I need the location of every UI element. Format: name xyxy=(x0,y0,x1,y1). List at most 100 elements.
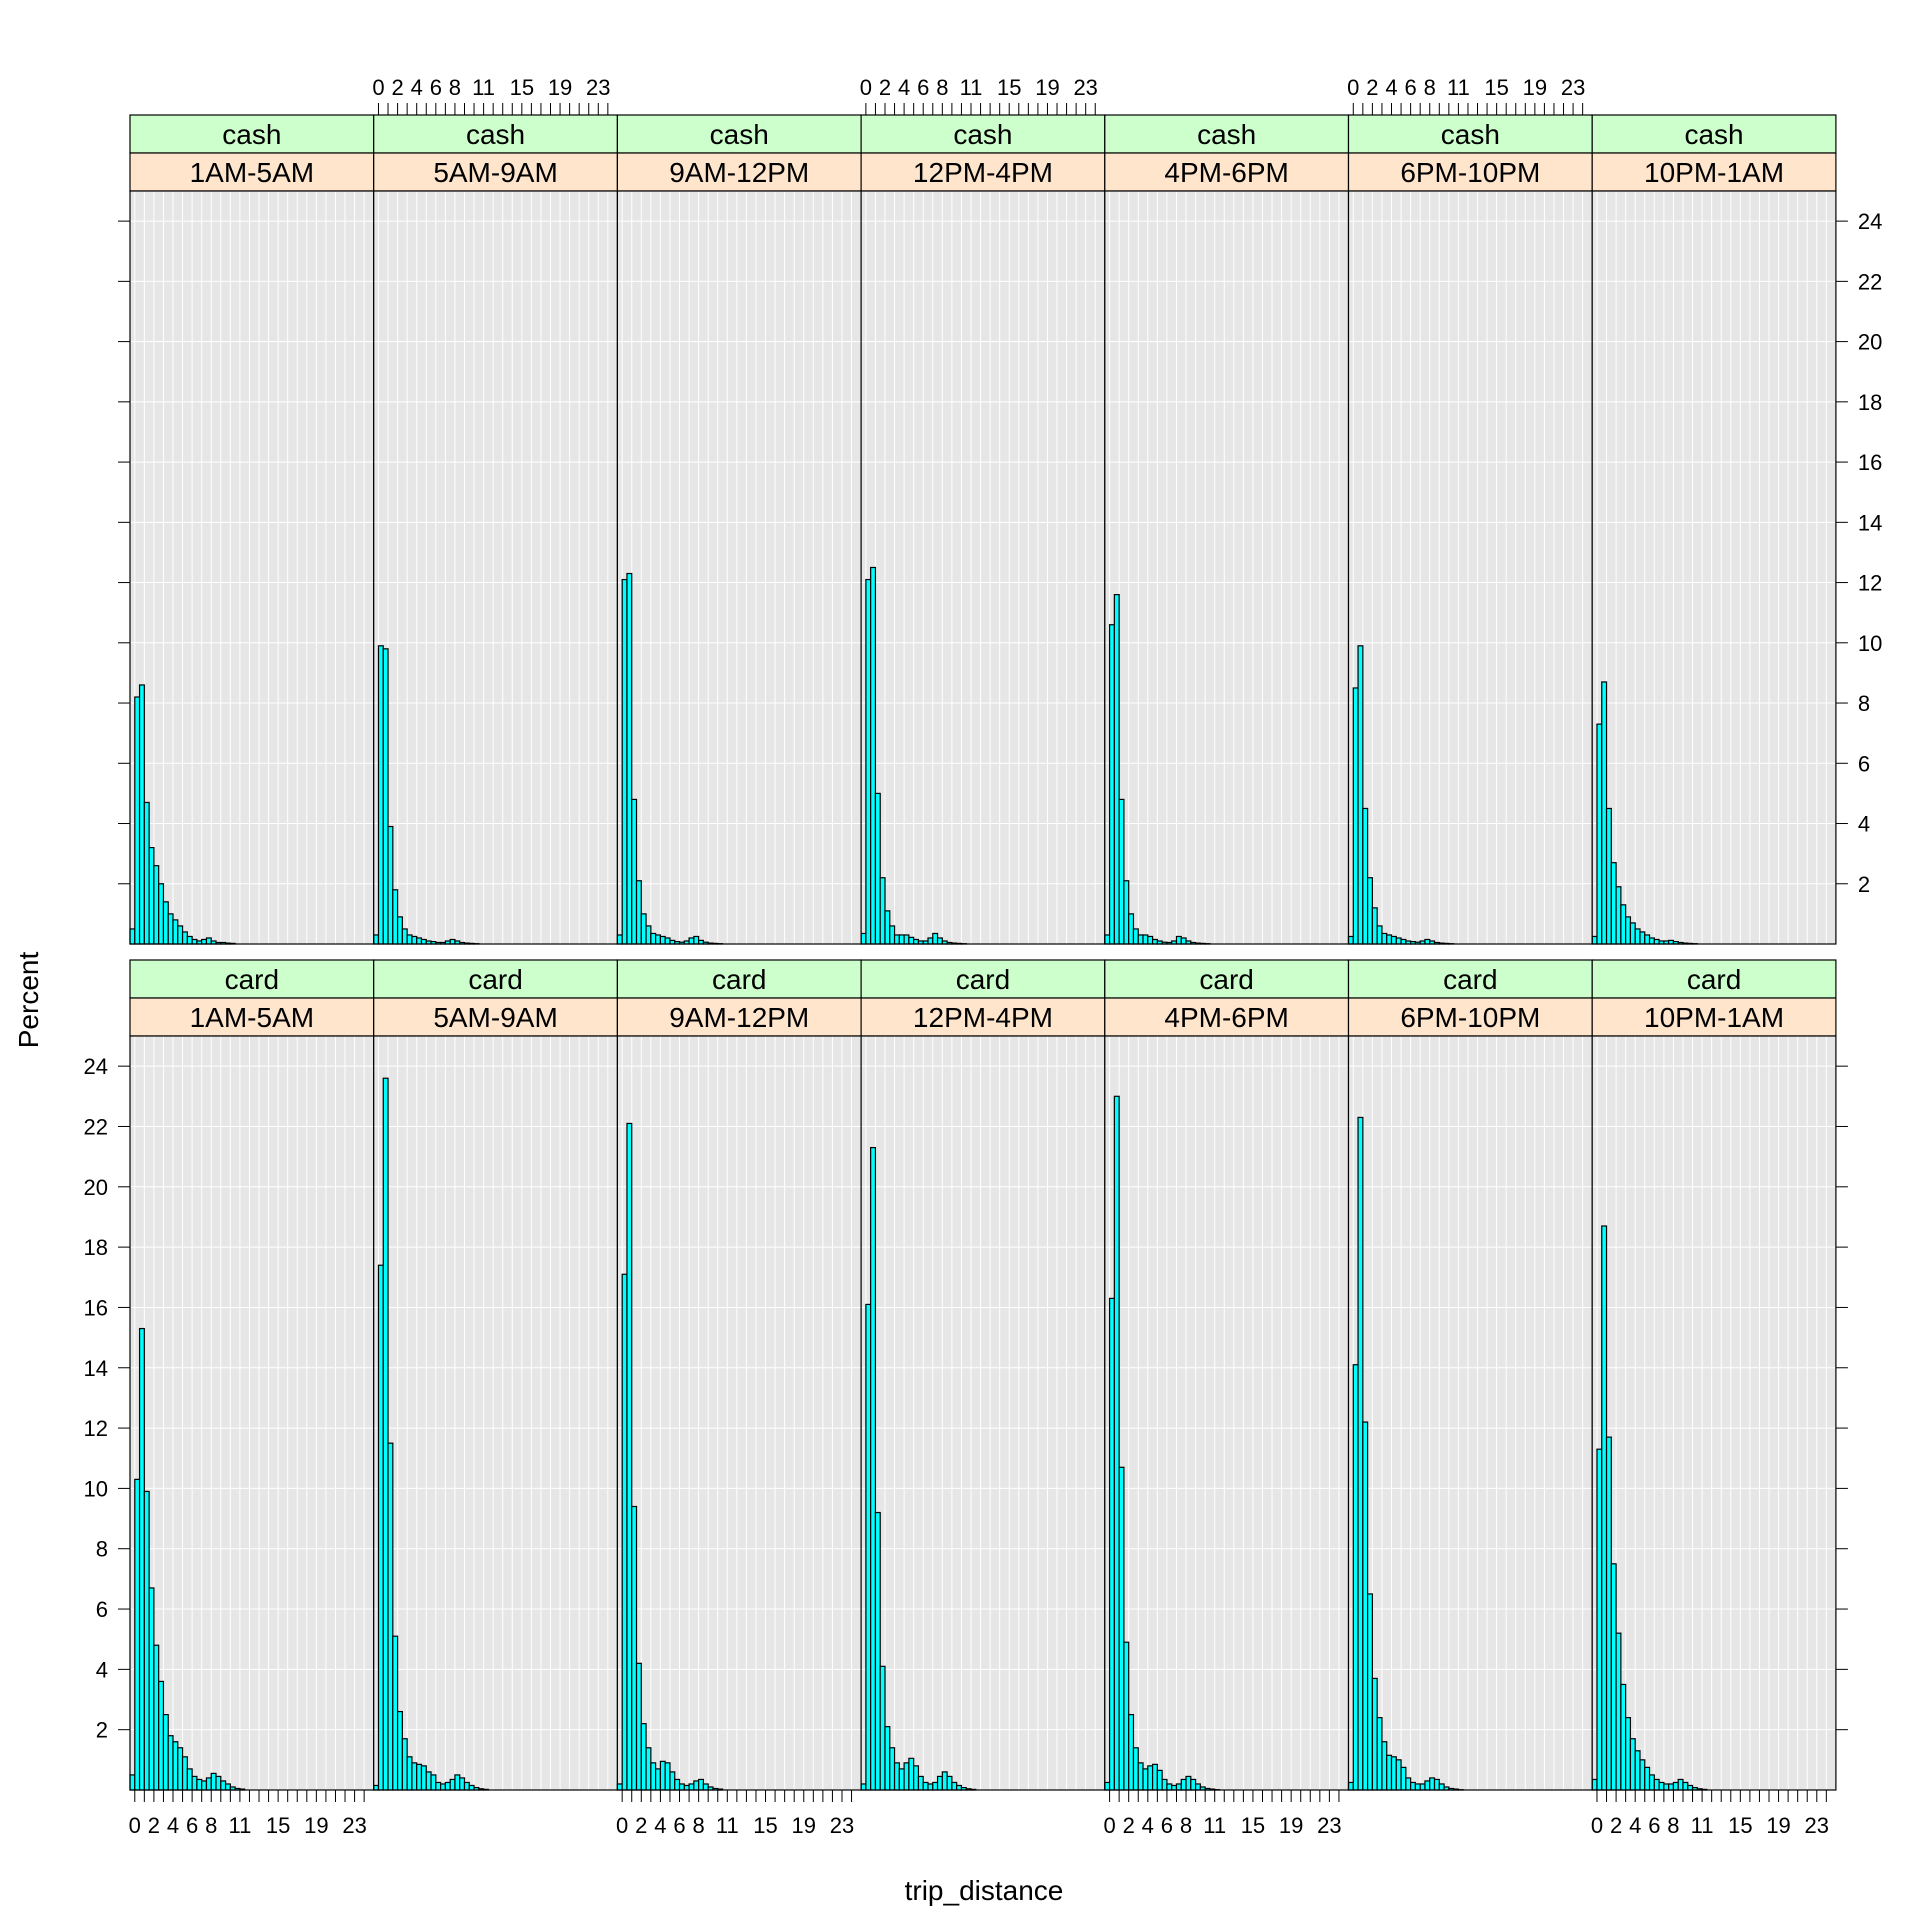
histogram-bar xyxy=(1620,1683,1627,1791)
histogram-bar xyxy=(1386,1754,1393,1791)
panel-card-10pm-1am: card 10PM-1AM xyxy=(1591,959,1837,1791)
histogram-bar xyxy=(884,910,891,945)
histogram-bar xyxy=(626,572,633,945)
panel-grid xyxy=(130,1036,374,1790)
strip-payment-card-6pm-10pm xyxy=(1347,959,1593,999)
y-tick-label: 2 xyxy=(96,1718,108,1743)
strip-time-label: 12PM-4PM xyxy=(913,157,1053,188)
x-tick-label: 6 xyxy=(430,75,442,100)
histogram-bar xyxy=(621,578,628,945)
histogram-bar xyxy=(626,1122,633,1791)
x-tick-label: 4 xyxy=(1385,75,1397,100)
bottom-x-axis xyxy=(1596,1790,1827,1802)
histogram-bar xyxy=(1128,1713,1135,1791)
histogram-bar xyxy=(1591,1778,1598,1791)
panel-background xyxy=(861,191,1105,944)
strip-payment-card-12pm-4pm xyxy=(860,959,1106,999)
histogram-bar xyxy=(941,1771,948,1791)
histogram-bar xyxy=(1629,922,1636,945)
histogram-bar xyxy=(1132,928,1139,945)
y-tick-label: 20 xyxy=(1858,330,1882,355)
histogram-bar xyxy=(1610,1563,1617,1791)
histogram-bar xyxy=(416,1763,423,1791)
x-tick-label: 23 xyxy=(586,75,610,100)
histogram-bar xyxy=(932,1781,939,1791)
histogram-bar xyxy=(1147,935,1154,945)
strip-time-cash-6pm-10pm xyxy=(1347,152,1593,192)
strip-payment-label: card xyxy=(1199,964,1253,995)
x-tick-label: 15 xyxy=(1728,1813,1752,1838)
histogram-bar xyxy=(1108,1297,1115,1791)
strip-time-label: 9AM-12PM xyxy=(669,157,809,188)
histogram-bar xyxy=(215,1775,222,1791)
histogram-bar xyxy=(870,1146,877,1791)
histogram-bar xyxy=(430,1774,437,1791)
histogram-bar xyxy=(645,925,652,945)
histogram-bar xyxy=(1639,1759,1646,1791)
histogram-bar xyxy=(1137,934,1144,945)
histogram-bar xyxy=(870,566,877,945)
panel-background xyxy=(861,1036,1105,1790)
histogram-bar xyxy=(1367,1593,1373,1791)
histogram-bar xyxy=(917,1775,924,1791)
histogram-bar xyxy=(655,1768,662,1791)
histogram-bar xyxy=(224,1783,231,1791)
strip-time-label: 1AM-5AM xyxy=(190,1002,314,1033)
x-tick-label: 8 xyxy=(1424,75,1436,100)
x-tick-label: 11 xyxy=(1203,1813,1226,1838)
histogram-bar xyxy=(898,1768,905,1791)
y-tick-label: 14 xyxy=(84,1356,108,1381)
histogram-bar xyxy=(411,935,418,945)
y-tick-label: 6 xyxy=(1858,751,1870,776)
histogram-bar xyxy=(664,937,671,945)
x-tick-label: 6 xyxy=(1404,75,1416,100)
histogram-bar xyxy=(1128,913,1135,945)
histogram-bar xyxy=(1118,798,1125,945)
bottom-x-axis xyxy=(1109,1790,1340,1802)
panel-grid xyxy=(1348,1036,1593,1790)
panel-background xyxy=(617,1036,862,1790)
histogram-bar xyxy=(1596,1448,1603,1791)
histogram-bar xyxy=(1634,928,1641,945)
histogram-bar xyxy=(1414,1783,1421,1791)
right-y-axis-row2 xyxy=(1835,1065,1848,1731)
top-x-axis xyxy=(1352,103,1584,115)
histogram-bar xyxy=(879,1665,886,1791)
strip-payment-label: cash xyxy=(1684,119,1743,150)
x-tick-label: 11 xyxy=(716,1813,739,1838)
histogram-bar xyxy=(635,1662,642,1791)
histogram-bar xyxy=(874,792,881,945)
histogram-bar xyxy=(420,1765,427,1791)
x-tick-label: 0 xyxy=(1591,1813,1603,1838)
strip-payment-label: cash xyxy=(710,119,769,150)
histogram-bar xyxy=(373,934,380,945)
histogram-bar xyxy=(932,932,939,945)
histogram-bar xyxy=(392,1635,399,1791)
x-tick-label: 11 xyxy=(1447,75,1470,100)
y-tick-label: 20 xyxy=(84,1175,108,1200)
histogram-bar xyxy=(616,934,623,945)
histogram-bar xyxy=(396,916,403,945)
histogram-bar xyxy=(1352,1364,1359,1791)
histogram-bar xyxy=(177,1747,184,1791)
histogram-bar xyxy=(420,938,427,945)
histogram-bar xyxy=(645,1747,652,1791)
histogram-bar xyxy=(186,1768,193,1791)
y-tick-label: 4 xyxy=(96,1657,108,1682)
histogram-bar xyxy=(387,1442,394,1791)
histogram-bar xyxy=(1347,1781,1354,1791)
left-y-axis-row1 xyxy=(118,220,130,885)
strip-time-label: 6PM-10PM xyxy=(1400,1002,1540,1033)
x-tick-label: 15 xyxy=(997,75,1021,100)
strip-payment-label: card xyxy=(1687,964,1741,995)
x-tick-label: 19 xyxy=(1523,75,1547,100)
histogram-bar xyxy=(134,1478,141,1791)
x-tick-label: 2 xyxy=(148,1813,160,1838)
x-tick-label: 11 xyxy=(960,75,983,100)
histogram-bar xyxy=(1433,1778,1440,1791)
histogram-bar xyxy=(650,1762,657,1791)
histogram-bar xyxy=(1104,934,1111,945)
histogram-bar xyxy=(158,883,165,945)
histogram-bar xyxy=(196,1778,203,1791)
x-tick-label: 0 xyxy=(1347,75,1359,100)
